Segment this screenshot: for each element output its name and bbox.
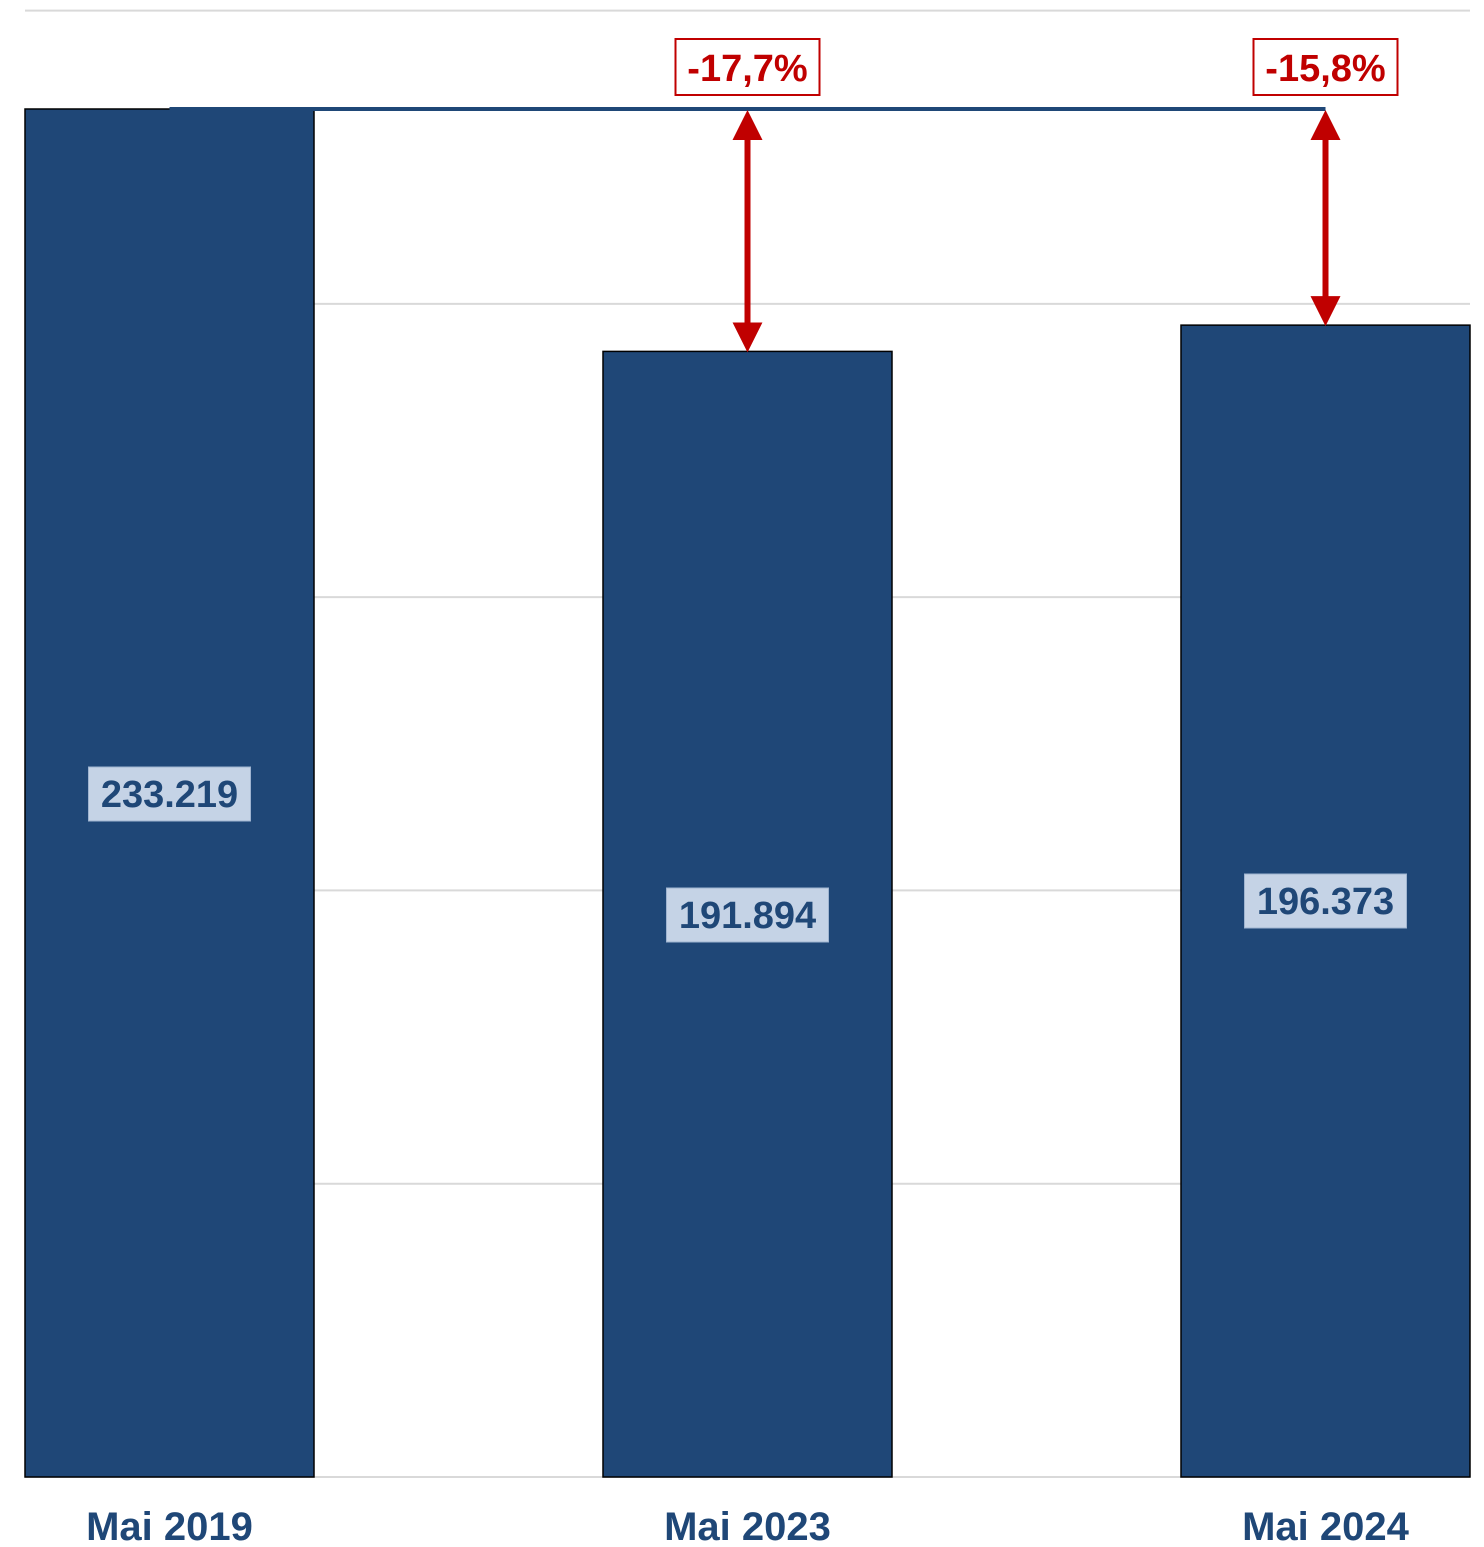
bar-value-box bbox=[88, 766, 251, 822]
bar-value-box bbox=[666, 887, 829, 943]
bar-value-box bbox=[1244, 873, 1407, 929]
labels: 233.219 Mai 2019 191.894 Mai 2023 196.373 Mai… bbox=[86, 38, 1410, 1547]
bars bbox=[24, 108, 1471, 1478]
category-label: Mai 2023 bbox=[664, 1505, 831, 1547]
category-label: Mai 2024 bbox=[1242, 1505, 1410, 1547]
category-label: Mai 2019 bbox=[86, 1505, 253, 1547]
change-label-box bbox=[674, 38, 821, 96]
bar-value-label: 196.373 bbox=[1257, 881, 1394, 923]
change-label-box bbox=[1252, 38, 1399, 96]
reference-line-group bbox=[169, 107, 1341, 353]
bar-value-label: 233.219 bbox=[101, 774, 238, 816]
bar-value-label: 191.894 bbox=[679, 895, 816, 937]
change-label: -15,8% bbox=[1265, 48, 1385, 90]
change-label: -17,7% bbox=[687, 48, 807, 90]
